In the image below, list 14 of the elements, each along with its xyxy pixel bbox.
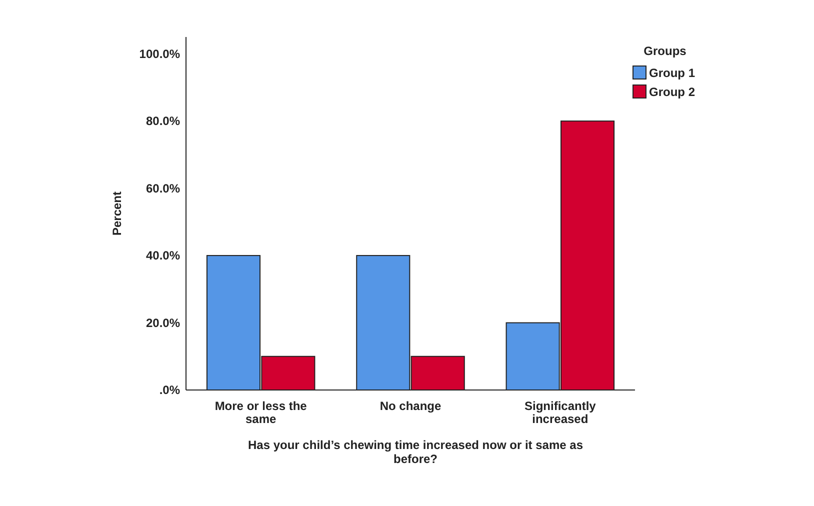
legend-label: Group 2 [649,85,696,99]
legend-label: Group 1 [649,66,696,80]
y-tick-label: 80.0% [146,114,180,128]
y-tick-label: .0% [159,383,180,398]
y-tick-label: 20.0% [146,316,180,330]
y-tick-label: 100.0% [139,47,180,62]
y-axis-title: Percent [110,191,124,236]
x-tick-label: No change [380,399,442,413]
x-tick-label: More or less the same [214,399,308,426]
x-axis-title: Has your child’s chewing time increased now or it same as before? [248,438,584,466]
y-tick-label: 40.0% [146,248,180,263]
y-tick-label: 60.0% [146,181,180,196]
legend-title: Groups [644,44,687,58]
x-tick-label: Significantly increased [524,399,596,426]
